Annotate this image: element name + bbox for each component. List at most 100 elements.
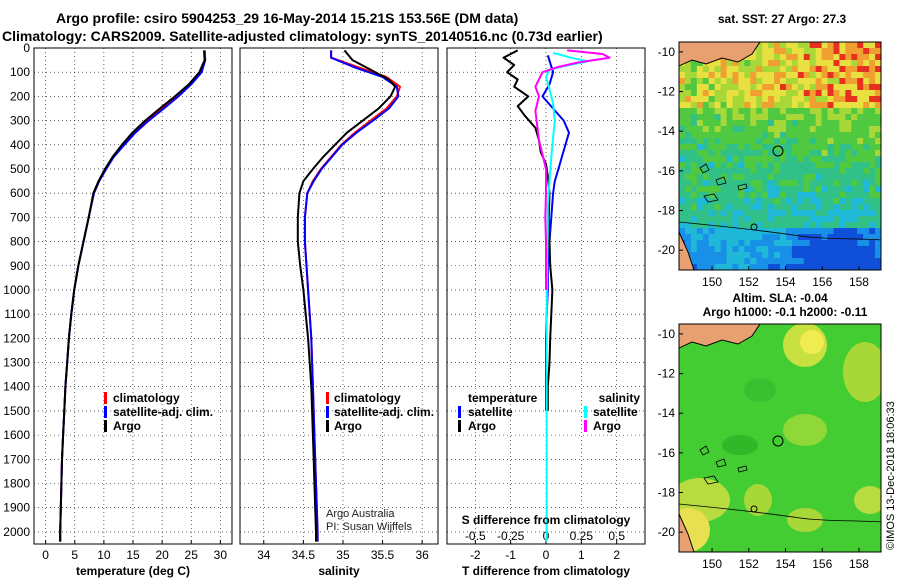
sst-cell	[744, 186, 751, 193]
sst-cell	[774, 234, 781, 241]
sst-cell	[702, 102, 709, 109]
sst-cell	[750, 90, 757, 97]
sst-cell	[679, 174, 686, 181]
sst-cell	[839, 48, 846, 55]
sst-cell	[726, 72, 733, 79]
sst-cell	[696, 60, 704, 67]
sst-cell	[738, 120, 745, 127]
sst-cell	[857, 96, 864, 103]
sst-cell	[851, 264, 858, 270]
sst-cell	[732, 264, 739, 270]
sst-cell	[875, 180, 881, 187]
sst-cell	[863, 78, 870, 85]
sst-cell	[720, 168, 727, 175]
sst-cell	[797, 198, 805, 205]
sst-cell	[679, 210, 686, 217]
sst-cell	[857, 198, 864, 205]
sst-cell	[708, 156, 715, 163]
sst-cell	[762, 84, 769, 91]
sst-cell	[875, 102, 881, 109]
sst-cell	[708, 210, 715, 217]
sst-cell	[785, 210, 793, 217]
sst-cell	[809, 258, 816, 265]
sst-cell	[684, 198, 692, 205]
sst-cell	[785, 186, 793, 193]
sst-cell	[851, 126, 858, 133]
sst-cell	[702, 126, 709, 133]
legend-label-argo: Argo	[113, 419, 141, 433]
sst-cell	[702, 162, 709, 169]
sst-cell	[690, 78, 698, 85]
s-diff-tick-label: -0.25	[497, 529, 525, 543]
sst-cell	[720, 264, 727, 270]
sst-cell	[845, 258, 852, 265]
sst-cell	[845, 138, 852, 145]
depth-tick-label: 1300	[3, 356, 30, 370]
sst-cell	[684, 150, 692, 157]
sst-cell	[785, 240, 793, 247]
sst-cell	[738, 174, 745, 181]
sst-cell	[744, 234, 751, 241]
sst-cell	[780, 168, 787, 175]
sst-cell	[738, 108, 745, 115]
sst-cell	[815, 168, 822, 175]
sst-cell	[732, 192, 739, 199]
sst-cell	[785, 156, 793, 163]
sst-cell	[768, 120, 775, 127]
sst-cell	[750, 180, 757, 187]
map-lat-label: -20	[658, 525, 676, 539]
sst-cell	[833, 198, 840, 205]
sst-cell	[708, 72, 715, 79]
sst-cell	[815, 174, 822, 181]
sst-cell	[797, 126, 805, 133]
sst-cell	[756, 198, 763, 205]
sst-cell	[839, 228, 846, 235]
sst-cell	[732, 132, 739, 139]
sst-cell	[863, 132, 870, 139]
figure-title-line2: Climatology: CARS2009. Satellite-adjuste…	[2, 28, 603, 44]
sst-cell	[869, 108, 876, 115]
sst-cell	[690, 102, 698, 109]
sst-cell	[696, 168, 704, 175]
sst-cell	[815, 204, 822, 211]
sst-cell	[839, 114, 846, 121]
sst-cell	[803, 48, 810, 55]
sst-cell	[797, 54, 805, 61]
sst-cell	[780, 258, 787, 265]
map-lat-label: -12	[658, 367, 676, 381]
sst-cell	[869, 258, 876, 265]
sst-cell	[768, 228, 775, 235]
sst-cell	[809, 48, 816, 55]
sst-cell	[714, 144, 721, 151]
sst-cell	[785, 258, 793, 265]
sst-cell	[726, 180, 733, 187]
sst-cell	[845, 90, 852, 97]
sst-cell	[774, 156, 781, 163]
sst-cell	[726, 60, 733, 67]
sst-cell	[863, 162, 870, 169]
sst-cell	[863, 258, 870, 265]
sst-cell	[774, 48, 781, 55]
sst-cell	[684, 138, 692, 145]
sst-cell	[726, 204, 733, 211]
sst-cell	[785, 132, 793, 139]
map-lon-label: 154	[775, 275, 795, 289]
sst-cell	[791, 78, 799, 85]
sst-cell	[815, 186, 822, 193]
sst-cell	[702, 144, 709, 151]
sst-cell	[869, 90, 876, 97]
sst-cell	[690, 228, 698, 235]
sst-cell	[732, 216, 739, 223]
sst-cell	[702, 174, 709, 181]
sst-cell	[726, 216, 733, 223]
sst-cell	[708, 138, 715, 145]
sst-cell	[726, 120, 733, 127]
sst-cell	[791, 60, 799, 67]
sst-cell	[720, 246, 727, 253]
sst-cell	[702, 72, 709, 79]
sst-cell	[750, 84, 757, 91]
sst-cell	[714, 204, 721, 211]
sst-cell	[827, 240, 834, 247]
sst-cell	[809, 216, 816, 223]
sst-cell	[750, 150, 757, 157]
